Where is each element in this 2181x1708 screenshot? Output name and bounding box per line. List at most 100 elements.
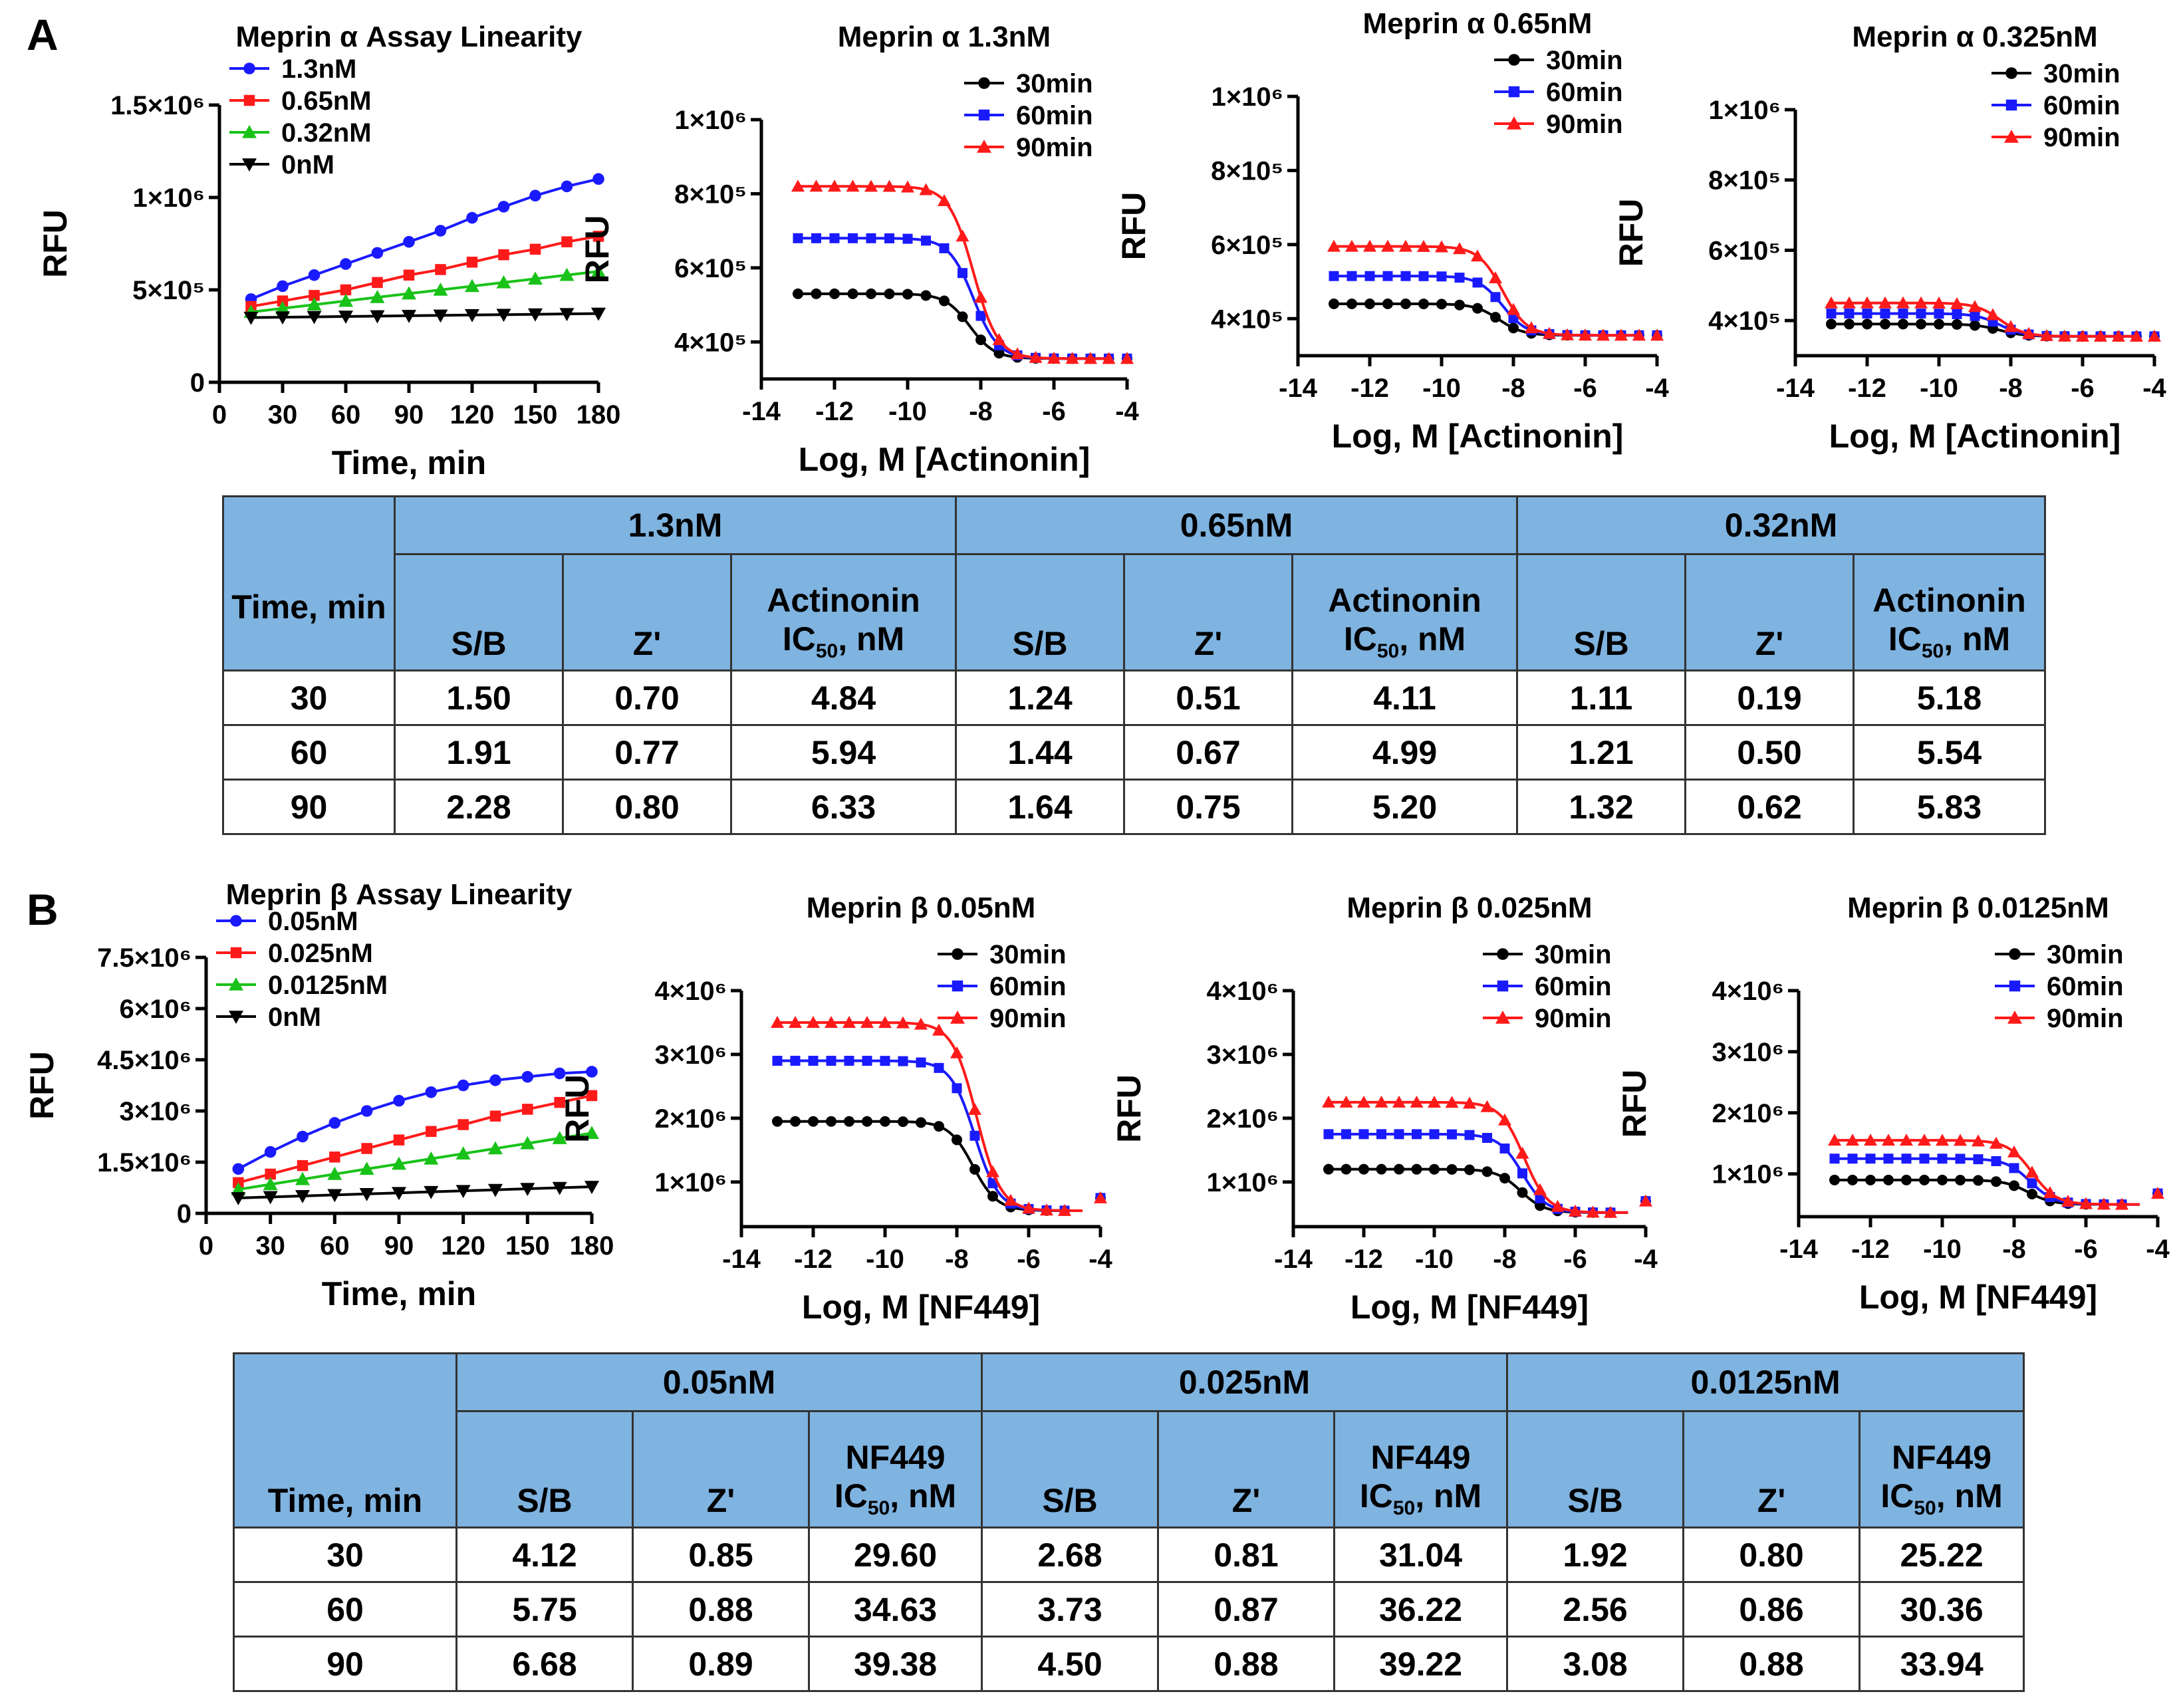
data-point [1901, 1174, 1912, 1185]
data-point [1865, 1174, 1876, 1185]
data-point [1376, 1163, 1387, 1175]
data-point [393, 1134, 405, 1146]
data-point [914, 1017, 928, 1030]
legend-marker [242, 158, 257, 172]
legend-marker [243, 94, 255, 106]
data-point [370, 310, 385, 324]
ic-sub: 50 [1376, 640, 1400, 662]
data-point [1535, 1193, 1545, 1203]
x-tick-label: -10 [1920, 374, 1958, 403]
table-cell: 0.67 [1123, 724, 1293, 781]
table-cell: 5.54 [1853, 724, 2047, 781]
data-point [1972, 1134, 1985, 1147]
data-point [811, 233, 821, 243]
chart-meprin-beta-0-0125nm: Meprin β 0.0125nM -14 -12 -10 -8 -6 -4 1×10⁶ 2×1… [1616, 891, 2181, 1330]
data-point [932, 1023, 946, 1036]
ic-sub: 50 [1914, 1497, 1936, 1519]
legend-label: 0nM [281, 150, 334, 180]
data-point [359, 1161, 374, 1175]
data-point [328, 1117, 341, 1129]
data-point [1515, 1146, 1529, 1159]
data-point [1508, 313, 1519, 324]
fit-curve [1333, 245, 1640, 337]
data-point [1102, 352, 1116, 364]
fit-curve [797, 185, 1109, 360]
data-point [1900, 1134, 1913, 1146]
chart-meprin-beta-0-05nm: Meprin β 0.05nM -14 -12 -10 -8 -6 -4 1×10⁶ 2×10⁶… [559, 891, 1157, 1330]
legend-label: 90min [2043, 123, 2120, 152]
legend-marker [2005, 99, 2017, 111]
data-point [793, 233, 803, 243]
data-point [592, 231, 604, 242]
data-point [1952, 308, 1962, 319]
data-point [403, 235, 415, 248]
x-tick-label: -10 [1422, 374, 1461, 403]
data-point [1322, 1095, 1335, 1108]
data-point [1986, 308, 1999, 320]
legend-label: 60min [989, 972, 1067, 1001]
data-point [1463, 1096, 1476, 1109]
legend-label: 0.65nM [281, 86, 372, 116]
data-point [307, 297, 322, 311]
data-point [559, 267, 575, 281]
data-point [1454, 299, 1465, 310]
data-point [844, 1056, 854, 1066]
data-point [275, 311, 290, 325]
data-point [425, 1086, 438, 1098]
chart-title: Meprin β 0.025nM [1347, 892, 1592, 924]
table-cell: 6.68 [455, 1636, 634, 1692]
chart-svg: Meprin α Assay Linearity 0 30 60 90 120 150 180… [37, 21, 620, 481]
data-point [2151, 1187, 2164, 1199]
data-point [2094, 329, 2107, 342]
table-cell: 0.62 [1684, 779, 1855, 835]
data-point [1934, 308, 1944, 319]
x-tick-label: -12 [1851, 1235, 1890, 1264]
panel-label-b: B [27, 885, 59, 934]
legend-marker [243, 62, 255, 74]
x-tick-label: 30 [268, 400, 298, 429]
legend-marker [1495, 1011, 1510, 1024]
ic-top: NF449 [845, 1439, 946, 1476]
legend-marker [952, 948, 963, 960]
table-row: 30 4.12 0.85 29.60 2.68 0.81 31.04 1.92 0.80 25.2… [233, 1526, 2025, 1583]
legend-marker [2009, 948, 2021, 960]
data-point [496, 308, 511, 322]
fit-curve [1334, 303, 1640, 337]
x-tick-label: -6 [1042, 397, 1066, 426]
series-30min: 30min [1329, 46, 1662, 341]
data-point [1639, 1194, 1652, 1207]
y-tick-label: 5×10⁵ [132, 276, 205, 305]
ic-top: Actinonin [767, 582, 920, 619]
col-z: Z' [1123, 553, 1293, 671]
data-point [825, 1015, 838, 1028]
data-point [277, 280, 289, 293]
series-0.0125nM: 0.0125nM [216, 971, 599, 1195]
x-tick-label: -10 [866, 1245, 904, 1274]
data-point [1937, 1174, 1948, 1185]
data-point [1341, 1129, 1351, 1140]
data-point [520, 1183, 535, 1197]
data-point [848, 233, 858, 243]
legend-label: 0.0125nM [268, 971, 388, 1000]
ic-top: Actinonin [1872, 582, 2026, 619]
table-cell: 4.12 [455, 1526, 634, 1583]
data-point [1428, 1095, 1441, 1108]
series-line [237, 1094, 592, 1184]
table-cell: 25.22 [1859, 1526, 2025, 1583]
x-tick-label: -6 [1573, 374, 1597, 403]
table-cell: 5.75 [455, 1581, 634, 1638]
data-point [880, 1056, 890, 1066]
data-point [1846, 1134, 1859, 1146]
table-cell: 33.94 [1859, 1636, 2025, 1692]
series-90min: 90min [771, 1004, 1107, 1216]
fit-curve [1329, 1132, 1628, 1214]
x-tick-label: -12 [815, 397, 854, 426]
data-point [1586, 1205, 1600, 1218]
data-point [2040, 328, 2053, 341]
fit-curve [1831, 301, 2137, 338]
table-cell: 0.75 [1123, 779, 1293, 835]
data-point [1844, 308, 1855, 319]
legend-marker [978, 109, 990, 121]
data-point [790, 1056, 801, 1066]
series-90min: 90min [1327, 110, 1664, 341]
